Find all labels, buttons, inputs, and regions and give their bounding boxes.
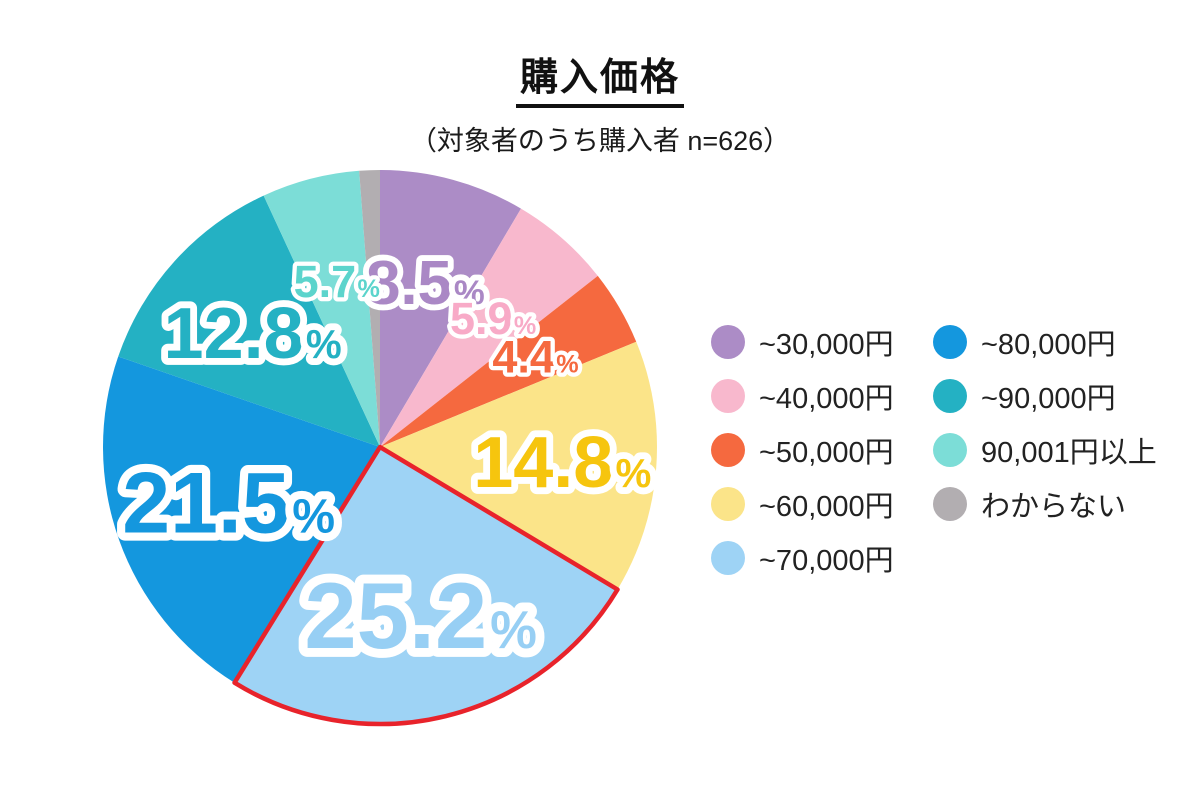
- legend-label: ~70,000円: [759, 545, 894, 577]
- chart-legend: ~30,000円 ~40,000円 ~50,000円 ~60,000円 ~70,000円…: [711, 315, 1157, 585]
- legend-label: ~60,000円: [759, 491, 894, 523]
- legend-label: わからない: [981, 491, 1127, 523]
- legend-label: ~40,000円: [759, 383, 894, 415]
- legend-item-0: ~30,000円: [711, 315, 933, 369]
- slice-percent-label: 25.2%: [304, 563, 537, 668]
- slice-percent-label: 21.5%: [122, 455, 335, 551]
- chart-subtitle: （対象者のうち購入者 n=626）: [409, 126, 791, 156]
- legend-swatch: [711, 325, 745, 359]
- highlighted-slice-outline: [232, 444, 620, 727]
- chart-header: 購入価格 （対象者のうち購入者 n=626）: [0, 46, 1200, 158]
- slice-percent-label: 4.4%: [492, 332, 578, 383]
- legend-item-7: 90,001円以上: [933, 423, 1157, 477]
- pie-slice-4: [234, 447, 618, 724]
- pie-slice-7: [263, 170, 380, 447]
- pie-slice-6: [118, 195, 380, 447]
- slice-percent-label: 12.8%: [164, 294, 342, 374]
- legend-swatch: [933, 487, 967, 521]
- legend-swatch: [711, 487, 745, 521]
- legend-swatch: [711, 379, 745, 413]
- legend-swatch: [711, 541, 745, 575]
- legend-label: ~30,000円: [759, 329, 894, 361]
- legend-item-2: ~50,000円: [711, 423, 933, 477]
- legend-label: ~50,000円: [759, 437, 894, 469]
- legend-swatch: [933, 379, 967, 413]
- pie-slice-3: [380, 341, 657, 590]
- slice-percent-label: 8.5%: [366, 249, 485, 318]
- legend-item-8: わからない: [933, 477, 1157, 531]
- legend-label: ~90,000円: [981, 383, 1116, 415]
- legend-column-2: ~80,000円 ~90,000円 90,001円以上 わからない: [933, 315, 1157, 585]
- pie-slice-2: [380, 275, 637, 447]
- slice-percent-label: 14.8%: [473, 423, 651, 503]
- legend-swatch: [933, 325, 967, 359]
- pie-slice-1: [380, 208, 598, 447]
- slice-percent-label: 5.7%: [294, 256, 380, 307]
- slice-percent-label: 5.9%: [450, 293, 536, 344]
- legend-swatch: [711, 433, 745, 467]
- pie-slice-8: [359, 170, 380, 447]
- pie-slice-5: [102, 356, 380, 683]
- legend-item-6: ~90,000円: [933, 369, 1157, 423]
- pie-slice-0: [380, 170, 522, 447]
- legend-column-1: ~30,000円 ~40,000円 ~50,000円 ~60,000円 ~70,000円: [711, 315, 933, 585]
- legend-item-5: ~80,000円: [933, 315, 1157, 369]
- legend-item-4: ~70,000円: [711, 531, 933, 585]
- legend-item-1: ~40,000円: [711, 369, 933, 423]
- legend-swatch: [933, 433, 967, 467]
- legend-item-3: ~60,000円: [711, 477, 933, 531]
- chart-title: 購入価格: [515, 46, 684, 108]
- legend-label: ~80,000円: [981, 329, 1116, 361]
- legend-label: 90,001円以上: [981, 437, 1157, 469]
